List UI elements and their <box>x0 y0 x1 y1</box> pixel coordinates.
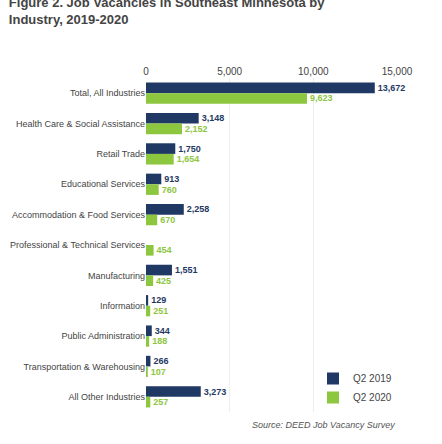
svg-text:Accommodation & Food Services: Accommodation & Food Services <box>12 210 146 220</box>
svg-text:5,000: 5,000 <box>217 66 242 77</box>
svg-text:670: 670 <box>160 215 175 225</box>
svg-text:913: 913 <box>164 174 179 184</box>
svg-text:425: 425 <box>156 276 171 286</box>
svg-text:Transportation & Warehousing: Transportation & Warehousing <box>24 362 145 372</box>
svg-text:3,273: 3,273 <box>204 387 227 397</box>
svg-text:1,551: 1,551 <box>175 265 198 275</box>
svg-text:Figure 2. Job Vacancies in Sou: Figure 2. Job Vacancies in Southeast Min… <box>9 0 325 27</box>
svg-text:Source: DEED Job Vacancy Surve: Source: DEED Job Vacancy Survey <box>252 420 395 430</box>
svg-text:Q2 2020: Q2 2020 <box>353 392 392 403</box>
svg-text:Information: Information <box>100 301 145 311</box>
svg-text:0: 0 <box>143 66 149 77</box>
svg-text:Retail Trade: Retail Trade <box>96 149 145 159</box>
svg-text:454: 454 <box>157 245 172 255</box>
svg-text:10,000: 10,000 <box>298 66 329 77</box>
svg-text:9,623: 9,623 <box>310 93 333 103</box>
svg-text:Manufacturing: Manufacturing <box>88 271 145 281</box>
svg-text:1,750: 1,750 <box>178 144 201 154</box>
svg-text:All Other Industries: All Other Industries <box>68 392 145 402</box>
svg-text:Professional & Technical Servi: Professional & Technical Services <box>10 240 145 250</box>
svg-text:344: 344 <box>155 326 170 336</box>
svg-text:257: 257 <box>153 397 168 407</box>
svg-text:1,654: 1,654 <box>177 154 200 164</box>
svg-text:13,672: 13,672 <box>378 83 406 93</box>
svg-text:Q2 2019: Q2 2019 <box>353 373 392 384</box>
svg-text:251: 251 <box>153 306 168 316</box>
svg-text:2,152: 2,152 <box>185 124 208 134</box>
svg-text:Total, All Industries: Total, All Industries <box>70 88 146 98</box>
svg-text:3,148: 3,148 <box>202 113 225 123</box>
svg-text:15,000: 15,000 <box>382 66 413 77</box>
svg-text:760: 760 <box>162 185 177 195</box>
svg-text:266: 266 <box>153 356 168 366</box>
svg-text:Public Administration: Public Administration <box>61 331 145 341</box>
svg-text:Health Care & Social Assistanc: Health Care & Social Assistance <box>16 119 145 129</box>
svg-text:107: 107 <box>151 367 166 377</box>
svg-text:Educational Services: Educational Services <box>61 179 146 189</box>
svg-text:129: 129 <box>151 295 166 305</box>
svg-text:2,258: 2,258 <box>187 204 210 214</box>
svg-text:188: 188 <box>152 336 167 346</box>
